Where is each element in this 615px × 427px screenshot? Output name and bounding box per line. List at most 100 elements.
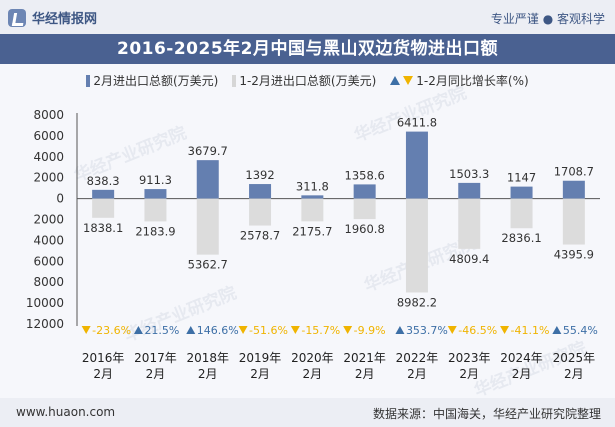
- data-label-cumulative: 1838.1: [83, 221, 123, 235]
- site-tagline: 专业严谨 ● 客观科学: [490, 12, 605, 26]
- x-tick-label: 2月: [250, 367, 270, 381]
- chart-legend: 2月进出口总额(万美元) 1-2月进出口总额(万美元) 1-2月同比增长率(%): [0, 72, 615, 89]
- bar-monthly: [249, 184, 272, 199]
- growth-down-icon: [403, 76, 414, 85]
- y-tick-label: 6000: [33, 129, 64, 143]
- legend-label-cumulative: 1-2月进出口总额(万美元): [239, 74, 377, 88]
- growth-up-marker: [552, 326, 562, 334]
- x-tick-label: 2025年: [553, 351, 596, 365]
- legend-label-monthly: 2月进出口总额(万美元): [93, 74, 219, 88]
- growth-down-marker: [81, 326, 91, 334]
- data-label-monthly: 311.8: [296, 179, 329, 193]
- site-name: 华经情报网: [32, 12, 98, 27]
- x-tick-label: 2019年: [239, 351, 282, 365]
- bar-cumulative: [92, 198, 115, 218]
- data-label-cumulative: 5362.7: [188, 258, 228, 272]
- growth-label: -51.6%: [249, 324, 288, 337]
- footer-url[interactable]: www.huaon.com: [16, 405, 116, 419]
- y-tick-label: 6000: [33, 254, 64, 268]
- data-label-monthly: 1708.7: [554, 165, 594, 179]
- data-label-cumulative: 2175.7: [292, 224, 332, 238]
- bar-cumulative: [405, 198, 428, 293]
- x-tick-label: 2月: [512, 367, 532, 381]
- data-label-cumulative: 8982.2: [397, 295, 437, 309]
- y-tick-label: 8000: [33, 275, 64, 289]
- x-tick-label: 2023年: [448, 351, 491, 365]
- data-label-cumulative: 2836.1: [501, 231, 541, 245]
- footer-source: 数据来源：中国海关，华经产业研究院整理: [372, 407, 601, 421]
- data-label-cumulative: 4395.9: [554, 248, 594, 262]
- y-tick-label: 10000: [26, 296, 64, 310]
- x-tick-label: 2月: [459, 367, 479, 381]
- x-tick-label: 2021年: [343, 351, 386, 365]
- x-tick-label: 2月: [564, 367, 584, 381]
- x-tick-label: 2016年: [82, 351, 125, 365]
- legend-item-growth: 1-2月同比增长率(%): [390, 72, 529, 89]
- bar-cumulative: [196, 198, 219, 255]
- growth-label: 146.6%: [197, 324, 239, 337]
- y-tick-label: 0: [56, 192, 64, 206]
- growth-label: 353.7%: [406, 324, 448, 337]
- legend-swatch-cumulative: [232, 74, 237, 87]
- y-tick-label: 8000: [33, 108, 64, 122]
- y-tick-label: 12000: [26, 317, 64, 331]
- growth-up-marker: [395, 326, 405, 334]
- y-tick-label: 4000: [33, 233, 64, 247]
- top-bar: 华经情报网 专业严谨 ● 客观科学: [0, 0, 615, 34]
- legend-item-monthly: 2月进出口总额(万美元): [86, 72, 218, 89]
- growth-up-icon: [390, 76, 401, 85]
- y-tick-label: 4000: [33, 150, 64, 164]
- bar-cumulative: [510, 198, 533, 229]
- bar-monthly: [510, 186, 533, 199]
- growth-label: 55.4%: [563, 324, 598, 337]
- data-label-monthly: 1358.6: [345, 168, 385, 182]
- bar-monthly: [562, 180, 585, 199]
- data-label-cumulative: 1960.8: [345, 222, 385, 236]
- growth-label: 21.5%: [144, 324, 179, 337]
- x-tick-label: 2017年: [134, 351, 177, 365]
- bar-cumulative: [144, 198, 167, 222]
- data-label-monthly: 1503.3: [449, 167, 489, 181]
- data-label-cumulative: 2578.7: [240, 229, 280, 243]
- data-label-monthly: 1147: [507, 171, 536, 185]
- chart-title: 2016-2025年2月中国与黑山双边货物进出口额: [0, 34, 615, 64]
- bar-monthly: [144, 189, 167, 199]
- growth-down-marker: [238, 326, 248, 334]
- site-logo[interactable]: 华经情报网: [8, 8, 97, 27]
- x-tick-label: 2018年: [186, 351, 229, 365]
- legend-item-cumulative: 1-2月进出口总额(万美元): [232, 72, 376, 89]
- x-tick-label: 2022年: [396, 351, 439, 365]
- y-tick-label: 2000: [33, 171, 64, 185]
- growth-label: -9.9%: [354, 324, 386, 337]
- footer: www.huaon.com 数据来源：中国海关，华经产业研究院整理: [0, 398, 615, 427]
- bar-monthly: [92, 189, 115, 199]
- legend-label-growth: 1-2月同比增长率(%): [416, 74, 529, 88]
- data-label-monthly: 6411.8: [397, 116, 437, 130]
- bar-cumulative: [562, 198, 585, 245]
- data-label-monthly: 3679.7: [188, 144, 228, 158]
- bar-cumulative: [249, 198, 272, 226]
- bar-cumulative: [301, 198, 324, 222]
- x-tick-label: 2月: [355, 367, 375, 381]
- logo-icon: [8, 8, 26, 27]
- growth-down-marker: [447, 326, 457, 334]
- bar-cumulative: [458, 198, 481, 249]
- growth-down-marker: [500, 326, 510, 334]
- growth-up-marker: [186, 326, 196, 334]
- x-tick-label: 2月: [93, 367, 113, 381]
- growth-label: -46.5%: [458, 324, 497, 337]
- growth-down-marker: [290, 326, 300, 334]
- data-label-monthly: 911.3: [139, 173, 172, 187]
- legend-swatch-monthly: [86, 74, 91, 87]
- growth-label: -15.7%: [301, 324, 340, 337]
- growth-label: -23.6%: [92, 324, 131, 337]
- x-tick-label: 2月: [146, 367, 166, 381]
- bar-monthly: [301, 195, 324, 199]
- bar-cumulative: [353, 198, 376, 220]
- data-label-cumulative: 2183.9: [135, 224, 175, 238]
- growth-up-marker: [133, 326, 143, 334]
- x-tick-label: 2020年: [291, 351, 334, 365]
- y-tick-label: 2000: [33, 213, 64, 227]
